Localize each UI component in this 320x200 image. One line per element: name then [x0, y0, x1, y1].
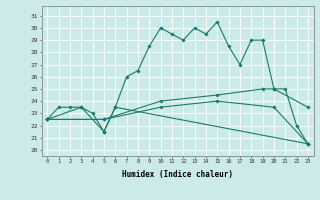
- X-axis label: Humidex (Indice chaleur): Humidex (Indice chaleur): [122, 170, 233, 179]
